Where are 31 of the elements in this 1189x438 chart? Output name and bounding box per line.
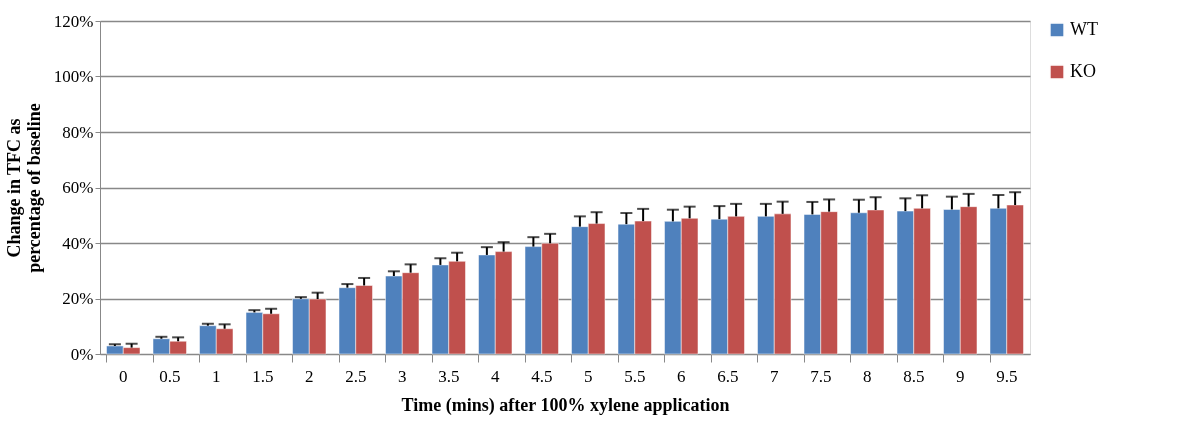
- legend-label: WT: [1070, 19, 1098, 39]
- y-tick-label: 40%: [62, 233, 94, 253]
- y-tick-label: 80%: [62, 122, 94, 142]
- x-tick-label: 6.5: [717, 366, 739, 386]
- x-tick-label: 9: [956, 366, 965, 386]
- x-tick-label: 7: [770, 366, 779, 386]
- y-tick-label: 20%: [62, 289, 94, 308]
- x-tick-label: 2.5: [345, 366, 367, 386]
- y-tick-label: 0%: [70, 344, 94, 364]
- legend-label: KO: [1070, 61, 1096, 81]
- x-tick-label: 6: [677, 366, 686, 386]
- x-axis-title: Time (mins) after 100% xylene application: [401, 394, 730, 416]
- x-tick-label: 7.5: [810, 366, 832, 386]
- x-tick-label: 3: [398, 366, 407, 386]
- y-axis-title: Change in TFC as percentage of baseline: [3, 103, 44, 273]
- x-tick-label: 8.5: [903, 366, 925, 386]
- x-tick-label: 5.5: [624, 366, 646, 386]
- x-tick-label: 1.5: [252, 366, 274, 386]
- x-tick-label: 4: [491, 366, 500, 386]
- x-tick-label: 5: [584, 366, 593, 386]
- y-tick-label: 100%: [53, 67, 94, 86]
- x-tick-label: 4.5: [531, 366, 553, 386]
- x-tick-label: 3.5: [438, 366, 460, 386]
- x-tick-label: 2: [305, 366, 314, 386]
- x-tick-label: 0.5: [159, 366, 181, 386]
- x-tick-label: 0: [119, 366, 128, 386]
- x-tick-label: 8: [863, 366, 872, 386]
- y-tick-label: 120%: [53, 11, 94, 31]
- x-tick-label: 9.5: [996, 366, 1018, 386]
- x-tick-label: 1: [212, 366, 221, 386]
- y-tick-label: 60%: [62, 178, 94, 197]
